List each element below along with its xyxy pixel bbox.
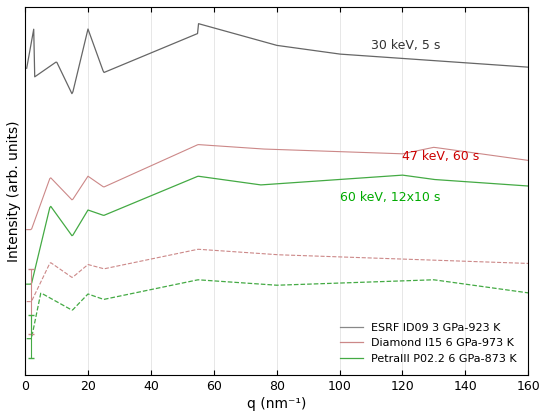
Text: 30 keV, 5 s: 30 keV, 5 s <box>371 38 440 51</box>
Text: 60 keV, 12x10 s: 60 keV, 12x10 s <box>340 191 440 204</box>
Legend: ESRF ID09 3 GPa-923 K, Diamond I15 6 GPa-973 K, PetralII P02.2 6 GPa-873 K: ESRF ID09 3 GPa-923 K, Diamond I15 6 GPa… <box>335 317 522 370</box>
Y-axis label: Intensity (arb. units): Intensity (arb. units) <box>7 120 21 262</box>
X-axis label: q (nm⁻¹): q (nm⁻¹) <box>247 397 306 411</box>
Text: 47 keV, 60 s: 47 keV, 60 s <box>403 150 480 163</box>
